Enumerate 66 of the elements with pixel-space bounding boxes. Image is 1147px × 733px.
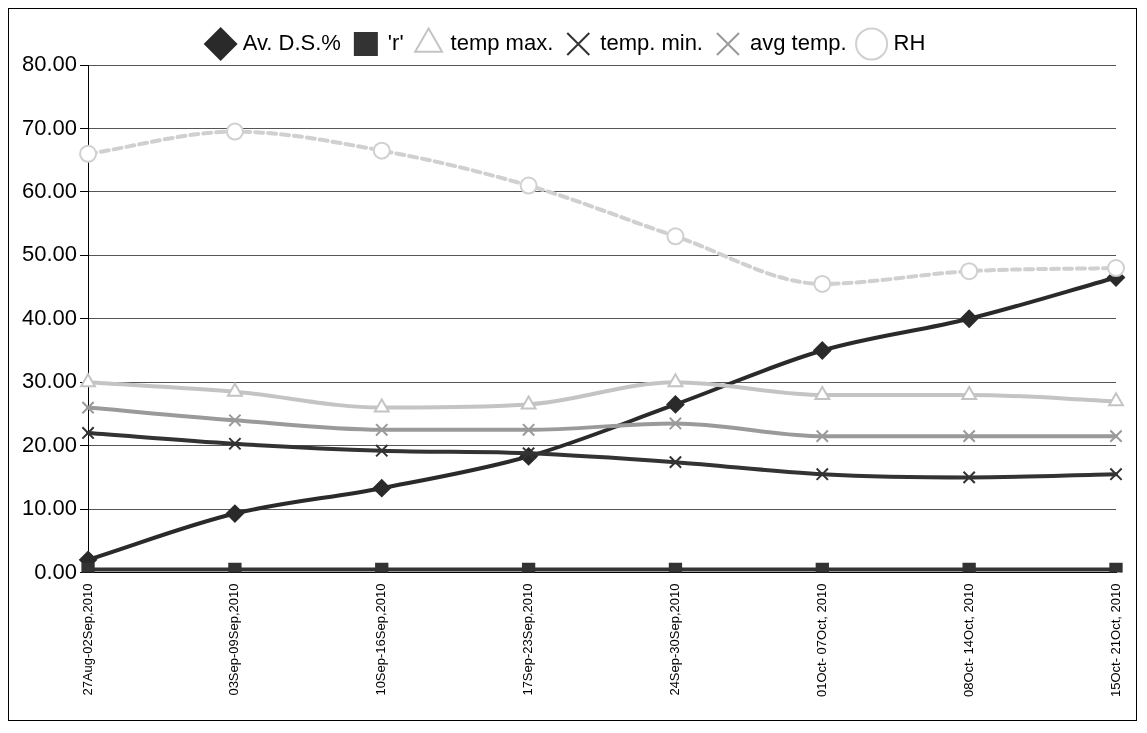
- point: [961, 385, 978, 400]
- y-tick-label: 80.00: [21, 51, 78, 77]
- y-tick-label: 40.00: [21, 304, 78, 330]
- point: [228, 413, 242, 427]
- y-tick-label: 70.00: [21, 114, 78, 140]
- point: [81, 426, 95, 440]
- x-tick-label: 17Sep-23Sep,2010: [520, 583, 536, 696]
- y-tick-label: 30.00: [21, 368, 78, 394]
- x-tick-label: 24Sep-30Sep,2010: [667, 583, 683, 696]
- point: [79, 144, 98, 163]
- point: [814, 385, 831, 400]
- point: [225, 122, 244, 141]
- point: [1109, 562, 1123, 573]
- point: [225, 504, 244, 523]
- point: [226, 382, 243, 397]
- point: [1107, 259, 1125, 278]
- point: [1109, 467, 1123, 481]
- y-tick-label: 20.00: [21, 431, 78, 457]
- point: [960, 309, 979, 328]
- point: [521, 423, 536, 437]
- y-tick-label: 50.00: [21, 241, 78, 267]
- point: [668, 455, 683, 469]
- point: [667, 373, 684, 388]
- legend-label: temp. min.: [600, 30, 703, 56]
- x-tick-label: 08Oct- 14Oct, 2010: [960, 583, 976, 697]
- point: [815, 467, 829, 481]
- point: [1108, 392, 1124, 407]
- point: [668, 416, 683, 431]
- point: [1109, 429, 1123, 443]
- x-tick-label: 27Aug-02Sep,2010: [79, 583, 95, 696]
- point: [666, 227, 685, 246]
- point: [519, 176, 538, 195]
- x-tick-label: 01Oct- 07Oct, 2010: [813, 583, 829, 697]
- point: [521, 446, 536, 460]
- point: [960, 262, 979, 281]
- point: [81, 400, 95, 415]
- point: [228, 562, 242, 573]
- point: [520, 395, 537, 410]
- point: [375, 444, 389, 458]
- point: [372, 141, 391, 160]
- point: [373, 398, 390, 413]
- legend-label: RH: [893, 30, 926, 56]
- point: [813, 274, 832, 293]
- x-tick-label: 10Sep-16Sep,2010: [373, 583, 389, 696]
- point: [813, 341, 832, 360]
- y-tick-label: 0.00: [34, 558, 78, 584]
- legend-label: temp max.: [450, 30, 554, 56]
- point: [668, 562, 683, 573]
- point: [375, 562, 389, 573]
- legend-label: avg temp.: [749, 30, 847, 56]
- point: [815, 429, 829, 443]
- point: [666, 395, 685, 414]
- point: [521, 562, 536, 573]
- point: [372, 479, 391, 498]
- point: [962, 470, 976, 485]
- x-tick-label: 15Oct- 21Oct, 2010: [1107, 583, 1123, 697]
- y-tick-label: 10.00: [21, 495, 78, 521]
- point: [962, 562, 976, 573]
- point: [375, 423, 389, 437]
- y-tick-label: 60.00: [21, 177, 78, 203]
- point: [815, 562, 829, 573]
- x-tick-label: 03Sep-09Sep,2010: [226, 583, 242, 696]
- point: [962, 429, 976, 443]
- legend-label: 'r': [387, 30, 404, 56]
- legend-label: Av. D.S.%: [242, 30, 341, 56]
- point: [228, 437, 242, 451]
